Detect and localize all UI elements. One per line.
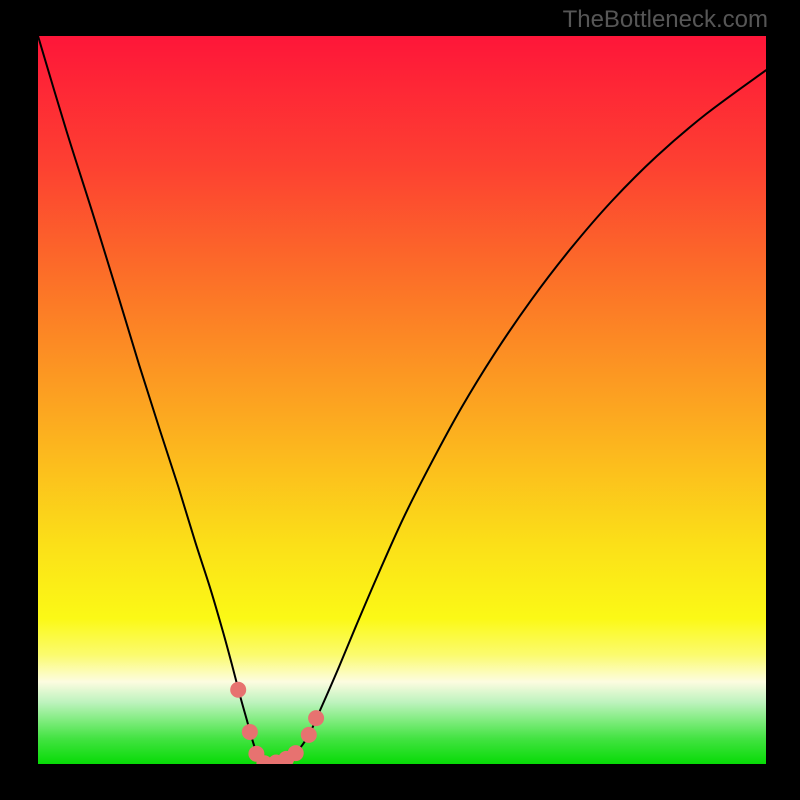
marker-dot xyxy=(242,724,258,740)
marker-dot xyxy=(301,727,317,743)
chart-frame xyxy=(38,36,766,764)
marker-dot xyxy=(308,710,324,726)
marker-dot xyxy=(288,745,304,761)
marker-dot xyxy=(230,682,246,698)
bottleneck-chart xyxy=(38,36,766,764)
watermark-text: TheBottleneck.com xyxy=(563,6,768,34)
chart-background xyxy=(38,36,766,764)
